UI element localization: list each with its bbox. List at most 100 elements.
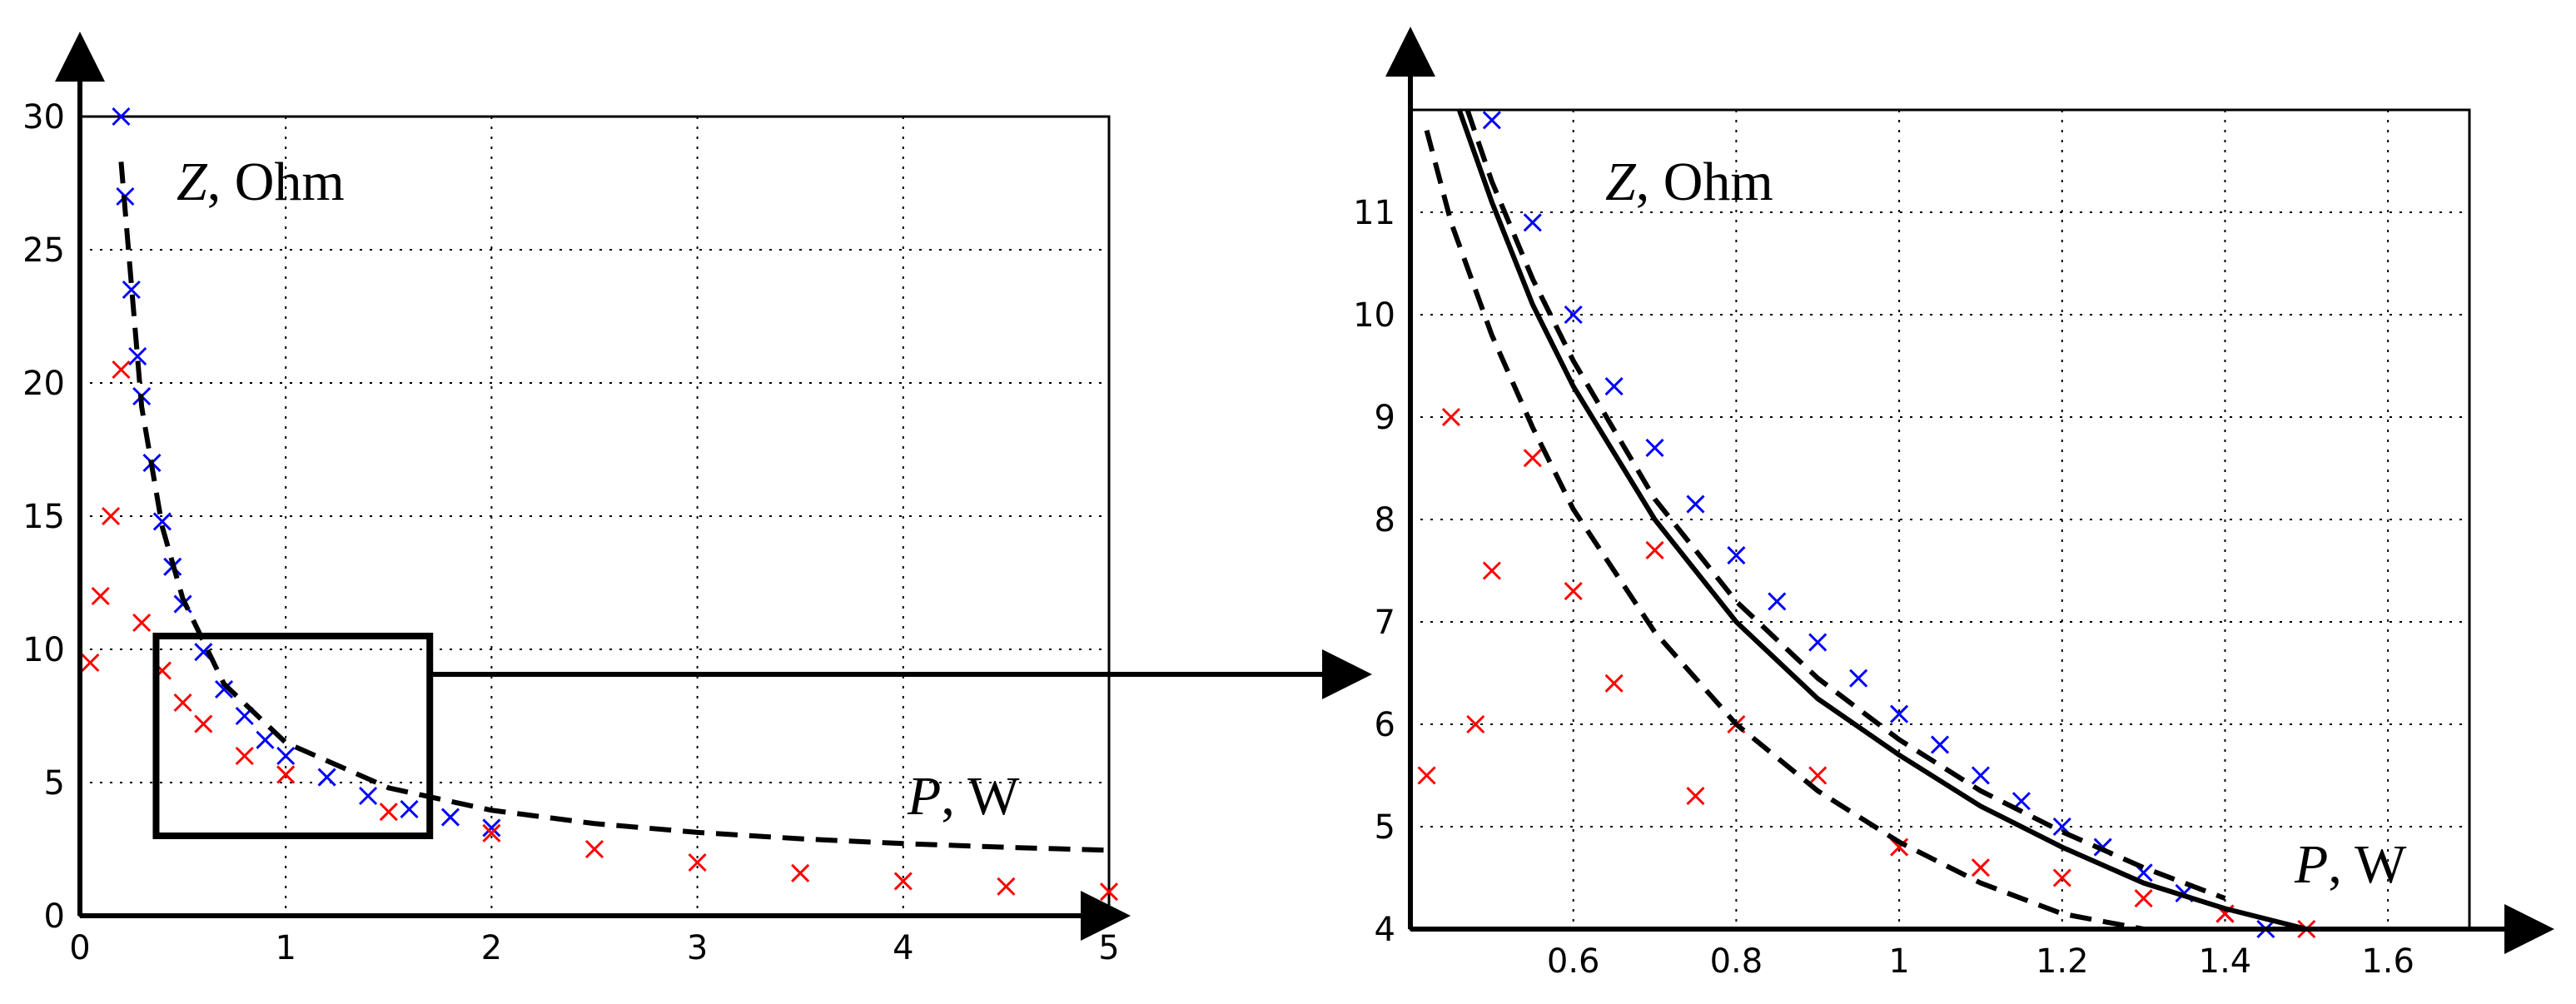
y-tick-label: 15 bbox=[22, 498, 65, 536]
data-point-marker bbox=[791, 863, 810, 882]
left-y-label: Z, Ohm bbox=[177, 152, 345, 212]
data-point-marker bbox=[102, 506, 121, 526]
data-point-marker bbox=[122, 280, 141, 300]
data-point-marker bbox=[1890, 704, 1909, 723]
x-tick-label: 2 bbox=[481, 929, 502, 967]
right-grid bbox=[1410, 110, 2469, 929]
data-point-marker bbox=[1645, 438, 1664, 457]
data-point-marker bbox=[1523, 213, 1542, 232]
data-point-marker bbox=[1564, 305, 1583, 325]
y-tick-label: 9 bbox=[1375, 399, 1395, 437]
data-point-marker bbox=[379, 803, 398, 822]
y-tick-label: 0 bbox=[44, 897, 65, 936]
data-point-marker bbox=[256, 730, 275, 749]
dashed-curve-lower bbox=[1424, 129, 2145, 932]
x-tick-label: 0 bbox=[69, 929, 90, 967]
y-tick-label: 30 bbox=[22, 98, 65, 137]
data-point-marker bbox=[359, 786, 378, 806]
x-tick-label: 1 bbox=[1888, 942, 1909, 981]
data-point-marker bbox=[1482, 111, 1501, 130]
data-point-marker bbox=[1645, 540, 1664, 559]
y-tick-label: 5 bbox=[44, 764, 65, 803]
right-series bbox=[1417, 108, 2316, 939]
y-tick-label: 11 bbox=[1353, 194, 1395, 232]
x-tick-label: 1.4 bbox=[2199, 942, 2252, 981]
data-point-marker bbox=[214, 679, 234, 699]
x-tick-label: 3 bbox=[687, 929, 708, 967]
y-tick-label: 8 bbox=[1375, 501, 1395, 539]
data-point-marker bbox=[1808, 766, 1828, 785]
data-point-marker bbox=[1604, 673, 1624, 693]
left-x-tick-labels: 0 1 2 3 4 5 bbox=[69, 929, 1119, 967]
data-point-marker bbox=[1523, 449, 1542, 468]
zoom-region-box bbox=[152, 633, 434, 839]
data-point-marker bbox=[112, 360, 131, 380]
dashed-curve bbox=[118, 162, 1110, 853]
right-y-label: Z, Ohm bbox=[1605, 152, 1773, 212]
red-measurements-markers bbox=[81, 360, 1119, 902]
data-point-marker bbox=[440, 808, 460, 827]
data-point-marker bbox=[276, 746, 296, 766]
y-tick-label: 7 bbox=[1375, 604, 1395, 642]
data-point-marker bbox=[235, 746, 254, 766]
data-point-marker bbox=[482, 818, 501, 837]
left-x-label: P, W bbox=[907, 766, 1020, 827]
data-point-marker bbox=[1971, 766, 1990, 785]
x-tick-label: 0.8 bbox=[1710, 942, 1763, 981]
x-tick-label: 1.6 bbox=[2361, 942, 2414, 981]
right-y-tick-labels: 4 5 6 7 8 9 10 11 bbox=[1353, 194, 1395, 949]
data-point-marker bbox=[276, 765, 296, 784]
y-tick-label: 20 bbox=[22, 365, 65, 403]
data-point-marker bbox=[317, 768, 336, 787]
data-point-marker bbox=[893, 872, 913, 891]
data-point-marker bbox=[1564, 582, 1583, 601]
left-series bbox=[81, 107, 1119, 902]
data-point-marker bbox=[152, 512, 172, 531]
data-point-marker bbox=[91, 586, 110, 606]
data-point-marker bbox=[112, 107, 131, 127]
data-point-marker bbox=[1768, 592, 1787, 611]
x-tick-label: 4 bbox=[893, 929, 913, 967]
right-chart: 0.6 0.8 1 1.2 1.4 1.6 4 5 6 7 8 9 10 11 Z, Ohm P, W bbox=[1353, 27, 2554, 981]
y-tick-label: 6 bbox=[1375, 706, 1395, 744]
x-tick-label: 0.6 bbox=[1547, 942, 1600, 981]
data-point-marker bbox=[1686, 787, 1705, 806]
y-tick-label: 5 bbox=[1375, 808, 1395, 847]
data-point-marker bbox=[1971, 858, 1990, 877]
data-point-marker bbox=[1604, 377, 1624, 396]
data-point-marker bbox=[1930, 735, 1950, 754]
x-tick-label: 1 bbox=[275, 929, 296, 967]
solid-curve bbox=[1456, 108, 2308, 932]
data-point-marker bbox=[194, 714, 213, 733]
data-point-marker bbox=[1808, 633, 1828, 652]
left-grid bbox=[80, 117, 1109, 916]
data-point-marker bbox=[997, 877, 1016, 896]
data-point-marker bbox=[1727, 545, 1746, 565]
data-point-marker bbox=[1482, 561, 1501, 580]
data-point-marker bbox=[1417, 766, 1436, 785]
data-point-marker bbox=[2052, 868, 2071, 887]
data-point-marker bbox=[128, 346, 147, 366]
y-tick-label: 4 bbox=[1375, 911, 1395, 949]
red-measurements-markers bbox=[1417, 407, 2316, 939]
data-point-marker bbox=[1849, 669, 1868, 688]
data-point-marker bbox=[132, 613, 152, 633]
left-y-tick-labels: 0 5 10 15 20 25 30 bbox=[22, 98, 65, 936]
y-tick-label: 10 bbox=[1353, 296, 1395, 335]
dashed-curve-upper bbox=[1465, 109, 2226, 901]
y-tick-label: 25 bbox=[22, 231, 65, 270]
data-point-marker bbox=[1686, 495, 1705, 514]
data-point-marker bbox=[482, 823, 501, 842]
data-point-marker bbox=[584, 839, 604, 859]
y-tick-label: 10 bbox=[22, 631, 65, 669]
data-point-marker bbox=[1441, 407, 1460, 427]
right-x-label: P, W bbox=[2294, 834, 2407, 895]
data-point-marker bbox=[173, 693, 192, 713]
x-tick-label: 5 bbox=[1098, 929, 1119, 967]
data-point-marker bbox=[400, 799, 419, 819]
x-tick-label: 1.2 bbox=[2036, 942, 2089, 981]
data-point-marker bbox=[1466, 714, 1485, 734]
left-chart: 0 1 2 3 4 5 0 5 10 15 20 25 30 Z, Ohm P, W bbox=[22, 32, 1131, 967]
right-x-tick-labels: 0.6 0.8 1 1.2 1.4 1.6 bbox=[1547, 942, 2414, 981]
